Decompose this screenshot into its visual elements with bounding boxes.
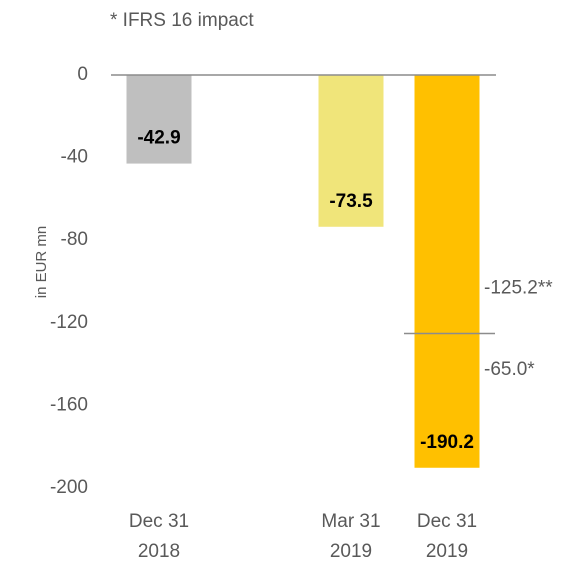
y-tick-label: -160 — [50, 394, 88, 415]
y-tick-label: -120 — [50, 312, 88, 333]
data-label: -42.9 — [137, 128, 180, 149]
y-tick-label: 0 — [77, 64, 88, 85]
x-tick-label: Mar 31 — [321, 511, 380, 532]
segment-label: -65.0* — [484, 359, 535, 380]
data-label: -190.2 — [420, 432, 474, 453]
bar — [126, 75, 192, 164]
bar — [414, 75, 480, 468]
bar — [318, 75, 384, 227]
y-tick-label: -40 — [61, 147, 88, 168]
x-tick-label: 2019 — [330, 541, 372, 562]
segment-label: -125.2** — [484, 278, 553, 299]
y-tick-label: -80 — [61, 229, 88, 250]
annotation: * IFRS 16 impact — [110, 10, 254, 31]
x-tick-label: Dec 31 — [417, 511, 477, 532]
x-tick-label: 2018 — [138, 541, 180, 562]
data-label: -73.5 — [329, 191, 373, 212]
y-axis-label: in EUR mn — [33, 226, 50, 299]
x-tick-label: Dec 31 — [129, 511, 189, 532]
x-tick-label: 2019 — [426, 541, 468, 562]
y-tick-label: -200 — [50, 477, 88, 498]
